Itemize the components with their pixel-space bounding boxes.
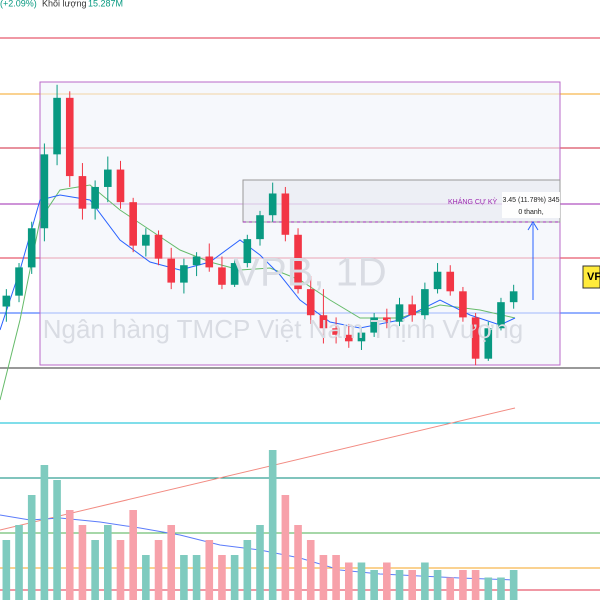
volume-bar xyxy=(433,570,442,600)
volume-bar xyxy=(27,495,36,600)
candle-body xyxy=(459,291,467,318)
candle-body xyxy=(484,328,493,359)
volume-bar xyxy=(218,555,226,600)
volume-bar xyxy=(91,540,99,600)
volume-bar xyxy=(319,555,328,600)
candle-body xyxy=(344,334,353,342)
volume-bar xyxy=(344,562,353,600)
volume-bar xyxy=(53,480,61,600)
candle-body xyxy=(167,258,176,283)
candle-body xyxy=(129,202,137,246)
candle-body xyxy=(230,263,239,285)
candle-body xyxy=(205,256,214,268)
candle-body xyxy=(370,317,378,333)
price-change: (+2.09%) xyxy=(0,0,37,8)
candle-body xyxy=(104,169,112,187)
candle-body xyxy=(218,267,226,285)
volume-bar xyxy=(395,570,404,600)
candle-body xyxy=(15,267,23,296)
candle-body xyxy=(65,97,74,177)
volume-bar xyxy=(408,570,416,600)
candle-body xyxy=(383,317,391,322)
candle-body xyxy=(154,234,163,259)
volume-bar xyxy=(383,562,391,600)
candle-body xyxy=(180,265,188,283)
volume-bar xyxy=(497,577,505,600)
candle-body xyxy=(319,315,328,329)
measure-box xyxy=(502,192,560,218)
trend-line xyxy=(0,407,516,531)
volume-bar xyxy=(104,525,112,600)
volume-label: Khối lượng xyxy=(42,0,86,8)
volume-bar xyxy=(484,577,493,600)
volume-bar xyxy=(421,562,429,600)
price-tag xyxy=(582,265,600,289)
volume-bar xyxy=(256,525,264,600)
candle-body xyxy=(27,228,36,268)
candle-body xyxy=(294,234,302,290)
volume-bar xyxy=(357,562,366,600)
candle-body xyxy=(471,317,480,359)
volume-bar xyxy=(306,540,315,600)
candle-body xyxy=(395,304,404,322)
candle-body xyxy=(433,271,442,290)
candle-body xyxy=(91,186,99,209)
resistance-label: KHÁNG CỰ KỲ xyxy=(448,197,497,206)
volume-bar xyxy=(116,540,125,600)
volume-bar xyxy=(471,570,480,600)
volume-bar xyxy=(192,555,201,600)
volume-value: 15.287M xyxy=(88,0,123,8)
candle-body xyxy=(78,176,87,209)
candle-body xyxy=(116,169,125,203)
candle-body xyxy=(243,239,252,264)
volume-bar xyxy=(2,540,11,600)
volume-bar xyxy=(154,540,163,600)
volume-bar xyxy=(65,510,74,600)
volume-bar xyxy=(180,555,188,600)
candle-body xyxy=(40,154,49,229)
volume-bar xyxy=(230,555,239,600)
candle-body xyxy=(497,302,505,329)
volume-bar xyxy=(78,525,87,600)
candle-body xyxy=(357,332,366,342)
volume-bar xyxy=(167,525,176,600)
volume-bar xyxy=(446,577,455,600)
volume-bar xyxy=(40,465,49,600)
candle-body xyxy=(53,97,61,155)
candle-body xyxy=(509,291,518,303)
candle-body xyxy=(421,289,429,316)
volume-bar xyxy=(459,570,467,600)
marks xyxy=(2,84,518,600)
volume-bar xyxy=(129,510,137,600)
measure-arrowhead xyxy=(527,221,539,231)
candle-body xyxy=(446,271,455,292)
measure-label: 3.45 (11.78%) 345 xyxy=(502,197,559,204)
bars-label: 0 thanh, xyxy=(518,209,543,216)
candle-body xyxy=(2,295,11,307)
volume-bar xyxy=(243,540,252,600)
watermark-symbol: VPB, 1D xyxy=(233,251,386,295)
volume-bar xyxy=(509,570,518,600)
price-tag-label: VF xyxy=(587,271,600,283)
candle-body xyxy=(281,193,290,235)
moving-average xyxy=(0,184,516,401)
candle-body xyxy=(408,304,416,316)
candle-body xyxy=(192,256,201,266)
volume-bar xyxy=(15,525,23,600)
volume-bar xyxy=(370,570,378,600)
candle-body xyxy=(256,215,264,240)
volume-bar xyxy=(268,450,277,600)
watermark-company: Ngân hàng TMCP Việt Nam Thịnh Vượng xyxy=(43,314,524,344)
volume-bar xyxy=(142,555,150,600)
volume-bar xyxy=(205,540,214,600)
candle-body xyxy=(306,289,315,316)
volume-bar xyxy=(332,555,340,600)
volume-bar xyxy=(281,495,290,600)
candle-body xyxy=(142,234,150,246)
candle-body xyxy=(268,193,277,216)
candle-body xyxy=(332,328,340,335)
volume-bar xyxy=(294,525,302,600)
